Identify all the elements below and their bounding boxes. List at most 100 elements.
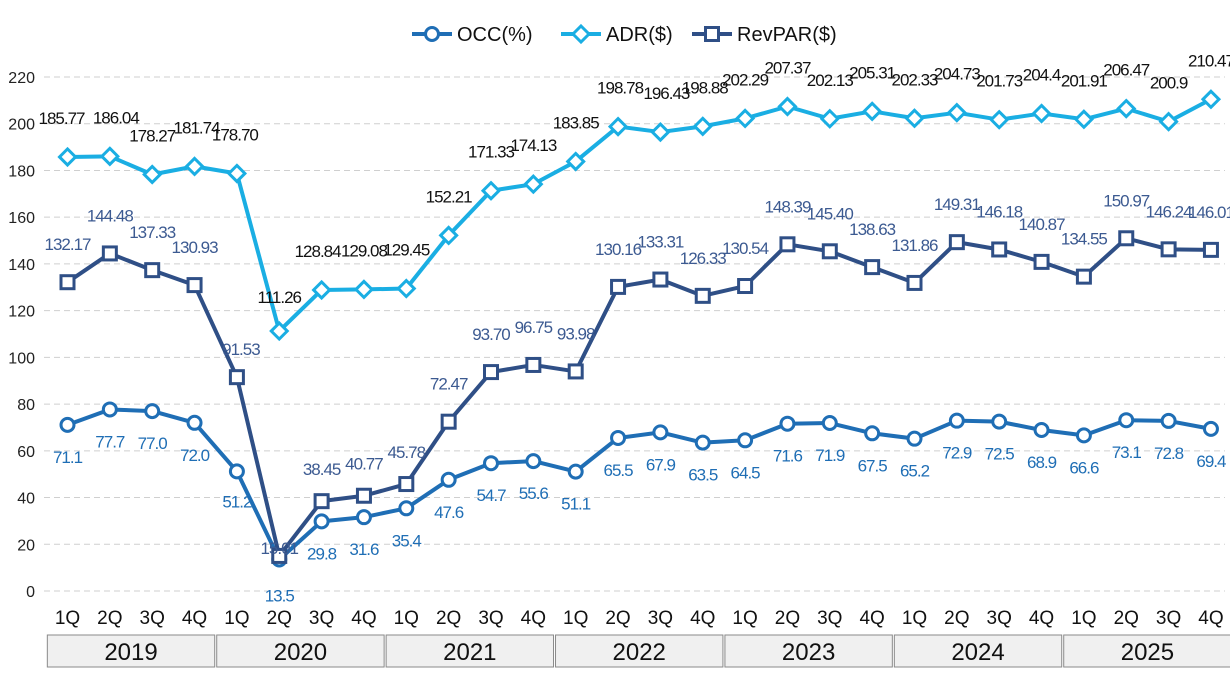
revpar-point xyxy=(779,236,796,253)
grid-lines xyxy=(44,76,1225,592)
revpar-data-label: 45.78 xyxy=(388,443,426,462)
legend-label: OCC(%) xyxy=(457,24,533,46)
adr-data-label: 210.47 xyxy=(1188,51,1230,70)
revpar-point xyxy=(1118,230,1135,247)
adr-point xyxy=(311,279,332,301)
x-tick-label: 1Q xyxy=(55,608,80,629)
adr-point xyxy=(777,96,798,117)
x-tick-label: 3Q xyxy=(648,608,673,629)
occ-data-label: 65.2 xyxy=(900,462,930,481)
occ-data-label: 69.4 xyxy=(1196,452,1226,471)
y-tick-label: 140 xyxy=(8,257,35,274)
adr-data-label: 152.21 xyxy=(426,187,473,206)
adr-point xyxy=(565,151,586,172)
revpar-point xyxy=(1202,241,1219,258)
adr-data-label: 202.29 xyxy=(722,70,769,89)
adr-point xyxy=(396,278,417,299)
revpar-data-label: 130.16 xyxy=(595,240,642,259)
revpar-data-label: 38.45 xyxy=(303,460,341,479)
occ-data-label: 72.9 xyxy=(942,444,972,463)
revpar-data-label: 130.54 xyxy=(722,239,769,258)
year-label: 2020 xyxy=(274,639,327,666)
occ-data-label: 71.6 xyxy=(773,447,803,466)
occ-point xyxy=(355,509,372,526)
occ-point xyxy=(948,412,965,429)
occ-data-label: 31.6 xyxy=(349,540,379,559)
revpar-point xyxy=(610,278,627,295)
revpar-point xyxy=(694,287,711,304)
occ-data-label: 64.5 xyxy=(731,463,761,482)
year-label: 2019 xyxy=(104,639,157,666)
adr-data-label: 198.88 xyxy=(682,78,729,97)
x-axis: 1Q 2Q 3Q 4Q 1Q 2Q 3Q 4Q 1Q 2Q 3Q 4Q 1Q 2Q 3Q 4Q 1Q 2Q 3Q 4Q… xyxy=(46,608,1230,668)
adr-point xyxy=(862,101,883,122)
adr-point xyxy=(57,146,78,168)
revpar-point xyxy=(271,547,288,564)
occ-data-label: 47.6 xyxy=(434,503,464,522)
x-tick-label: 2Q xyxy=(97,608,122,629)
x-tick-label: 3Q xyxy=(817,608,842,629)
adr-data-label: 202.13 xyxy=(807,71,854,90)
adr-data-label: 183.85 xyxy=(553,113,600,132)
adr-point xyxy=(353,279,375,300)
adr-point xyxy=(184,156,205,177)
revpar-point xyxy=(59,274,76,291)
occ-point xyxy=(821,415,838,432)
revpar-point xyxy=(186,277,203,294)
occ-data-label: 77.0 xyxy=(138,434,168,453)
adr-data-label: 186.04 xyxy=(93,108,140,127)
x-tick-label: 2Q xyxy=(267,608,292,629)
x-tick-label: 2Q xyxy=(1114,608,1139,629)
year-label: 2021 xyxy=(443,639,496,666)
occ-point xyxy=(440,471,457,488)
adr-data-label: 178.27 xyxy=(129,126,176,145)
x-tick-label: 2Q xyxy=(605,608,630,629)
x-tick-label: 3Q xyxy=(987,608,1012,629)
revpar-data-label: 134.55 xyxy=(1061,230,1108,249)
revpar-point xyxy=(483,364,499,381)
adr-point xyxy=(989,109,1010,130)
revpar-data-label: 140.87 xyxy=(1019,215,1066,234)
adr-data-label: 128.84 xyxy=(295,242,342,261)
revpar-point xyxy=(101,245,118,262)
revpar-data-label: 138.63 xyxy=(849,220,896,239)
year-label: 2023 xyxy=(782,639,835,666)
adr-data-label: 185.77 xyxy=(39,109,86,128)
adr-data-label: 205.31 xyxy=(849,63,896,82)
occ-point xyxy=(525,453,542,470)
adr-point xyxy=(438,225,459,246)
occ-data-label: 54.7 xyxy=(476,486,506,505)
occ-point xyxy=(1033,422,1050,439)
revpar-data-label: 149.31 xyxy=(934,195,981,214)
adr-data-label: 202.33 xyxy=(892,70,939,89)
adr-data-label: 178.70 xyxy=(212,125,259,144)
revpar-point xyxy=(1160,241,1177,258)
adr-data-label: 201.91 xyxy=(1061,71,1108,90)
year-cell xyxy=(1063,634,1230,668)
adr-point xyxy=(523,174,544,195)
occ-point xyxy=(1202,420,1219,437)
year-cell xyxy=(385,634,555,668)
adr-point xyxy=(142,164,163,185)
revpar-data-label: 131.86 xyxy=(892,236,939,255)
occ-point xyxy=(186,414,203,431)
revpar-point xyxy=(652,271,669,288)
occ-line xyxy=(66,407,1212,562)
year-cell xyxy=(46,634,216,668)
revpar-point xyxy=(948,234,965,251)
adr-data-label: 196.43 xyxy=(643,84,690,103)
year-cell xyxy=(724,634,893,668)
adr-data-label: 198.78 xyxy=(597,79,644,98)
revpar-data-label: 132.17 xyxy=(45,235,92,254)
data-labels: 71.1 77.7 77.0 72.0 51.2 13.5 29.8 31.6 35.4 47.6… xyxy=(39,51,1230,605)
occ-point xyxy=(779,415,796,432)
occ-data-label: 51.1 xyxy=(561,495,591,514)
occ-point xyxy=(483,455,499,472)
revpar-data-label: 130.93 xyxy=(172,238,219,257)
revpar-point xyxy=(1033,253,1050,270)
adr-data-label: 181.74 xyxy=(174,118,221,137)
legend-marker xyxy=(570,23,592,45)
occ-data-label: 66.6 xyxy=(1069,458,1099,477)
year-cell xyxy=(555,634,724,668)
